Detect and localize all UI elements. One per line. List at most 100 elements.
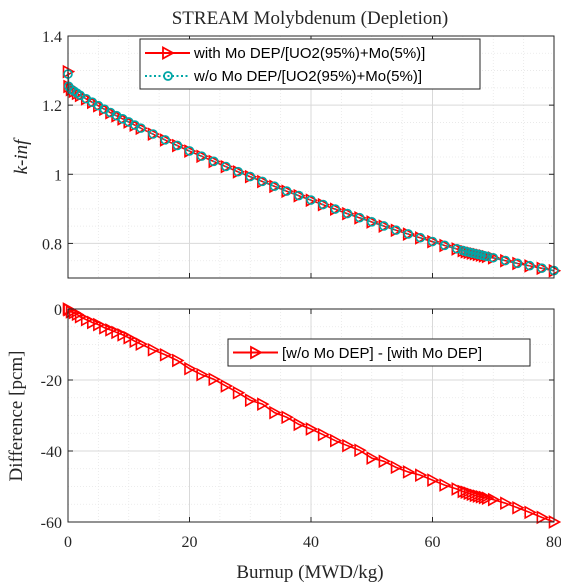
difference-y-tick-label: -40 (41, 444, 62, 461)
difference-data-point (536, 510, 550, 525)
difference-data-point (472, 489, 486, 503)
difference-data-point (366, 451, 379, 465)
difference-data-point (354, 443, 367, 458)
kinf-data-point (354, 212, 365, 223)
difference-data-point (317, 427, 331, 442)
kinf-data-point (269, 181, 280, 192)
kinf-data-point (439, 240, 450, 251)
difference-data-point (135, 337, 149, 351)
difference-data-point (439, 478, 452, 492)
difference-data-point (451, 482, 464, 496)
difference-data-point (220, 379, 234, 393)
difference-data-point (478, 490, 492, 505)
kinf-data-point (184, 146, 195, 156)
difference-data-point (87, 315, 100, 330)
difference-data-point (342, 438, 355, 453)
kinf-data-point (391, 225, 401, 235)
kinf-data-point (209, 156, 219, 167)
kinf-y-tick-label: 1.2 (42, 98, 62, 115)
kinf-data-point (330, 204, 341, 214)
kinf-data-point (488, 252, 499, 263)
difference-data-point (293, 417, 307, 432)
x-tick-label: 20 (182, 534, 198, 551)
difference-data-point (93, 317, 106, 332)
difference-data-point (427, 473, 440, 487)
kinf-data-point (233, 166, 243, 177)
difference-data-point (378, 454, 392, 469)
kinf-data-point (160, 135, 170, 145)
kinf-data-point (482, 251, 492, 262)
difference-data-point (80, 312, 94, 327)
difference-data-point (257, 397, 270, 411)
legend-label-with-mo: with Mo DEP/[UO2(95%)+Mo(5%)] (193, 45, 425, 62)
legend-label-difference: [w/o Mo DEP] - [with Mo DEP] (282, 345, 482, 362)
difference-y-tick-label: -60 (41, 515, 62, 532)
kinf-data-point (221, 161, 231, 172)
difference-data-point (244, 393, 258, 408)
kinf-ticks: 0.8 1 1.2 1.4 (42, 29, 555, 278)
difference-data-point (184, 361, 197, 376)
difference-data-point (196, 367, 209, 382)
kinf-grid (67, 35, 555, 278)
kinf-legend: with Mo DEP/[UO2(95%)+Mo(5%)] w/o Mo DEP… (139, 38, 481, 90)
difference-y-tick-label: -20 (41, 373, 62, 390)
difference-data-point (481, 491, 495, 506)
kinf-y-tick-label: 1 (54, 167, 62, 184)
difference-data-point (269, 405, 282, 420)
kinf-data-point (537, 263, 547, 273)
difference-data-point (305, 422, 319, 436)
difference-data-point (208, 372, 221, 387)
difference-data-point (475, 489, 489, 504)
kinf-y-tick-label: 0.8 (42, 236, 62, 253)
difference-data-point (117, 328, 130, 342)
x-tick-label: 80 (546, 534, 561, 551)
kinf-series-group (62, 64, 561, 278)
kinf-data-point (512, 258, 523, 269)
x-tick-label: 0 (64, 534, 72, 551)
difference-data-point (487, 492, 501, 507)
difference-y-axis-label: Difference [pcm] (6, 351, 27, 482)
difference-legend: [w/o Mo DEP] - [with Mo DEP] (227, 338, 531, 367)
kinf-data-point (366, 217, 377, 227)
difference-y-tick-label: 0 (54, 302, 62, 319)
difference-data-point (281, 410, 294, 425)
x-tick-label: 60 (425, 534, 441, 551)
kinf-data-point (245, 171, 256, 182)
kinf-panel: 0.8 1 1.2 1.4 k-inf with Mo DEP/[UO2(95%)+M… (11, 29, 561, 279)
kinf-data-point (318, 199, 328, 210)
legend-label-without-mo: w/o Mo DEP/[UO2(95%)+Mo(5%)] (193, 68, 422, 85)
kinf-data-point (524, 260, 535, 271)
kinf-data-point (281, 186, 292, 196)
difference-data-point (500, 496, 513, 511)
difference-data-point (123, 330, 136, 345)
kinf-data-point (257, 176, 268, 187)
legend-sample-marker-difference (250, 345, 263, 360)
x-axis-label: Burnup (MWD/kg) (236, 562, 383, 583)
kinf-data-point (196, 151, 207, 161)
difference-data-point (129, 334, 142, 349)
difference-data-point (99, 320, 112, 335)
kinf-data-point (136, 123, 146, 133)
difference-data-point (105, 323, 118, 337)
difference-data-point (74, 309, 88, 324)
difference-data-point (457, 484, 471, 499)
difference-data-point (172, 353, 185, 368)
legend-sample-marker-without-mo (163, 71, 173, 81)
kinf-data-point (306, 195, 316, 205)
difference-panel: 0 20 40 60 80 0 -20 -40 -60 Difference [pcm] Bur… (6, 302, 561, 583)
kinf-data-point (451, 243, 462, 254)
kinf-data-point (172, 140, 183, 151)
difference-data-point (329, 433, 343, 448)
difference-series-group (62, 302, 561, 529)
difference-data-point (415, 468, 428, 482)
difference-data-point (469, 488, 483, 503)
kinf-legend-box (139, 38, 481, 90)
kinf-data-point (148, 129, 158, 139)
difference-data-point (147, 342, 161, 357)
difference-data-point (159, 347, 173, 362)
kinf-data-point (379, 221, 389, 231)
difference-ticks: 0 20 40 60 80 0 -20 -40 -60 (41, 302, 561, 551)
chart-title: STREAM Molybdenum (Depletion) (172, 8, 449, 29)
kinf-y-tick-label: 1.4 (42, 29, 62, 46)
